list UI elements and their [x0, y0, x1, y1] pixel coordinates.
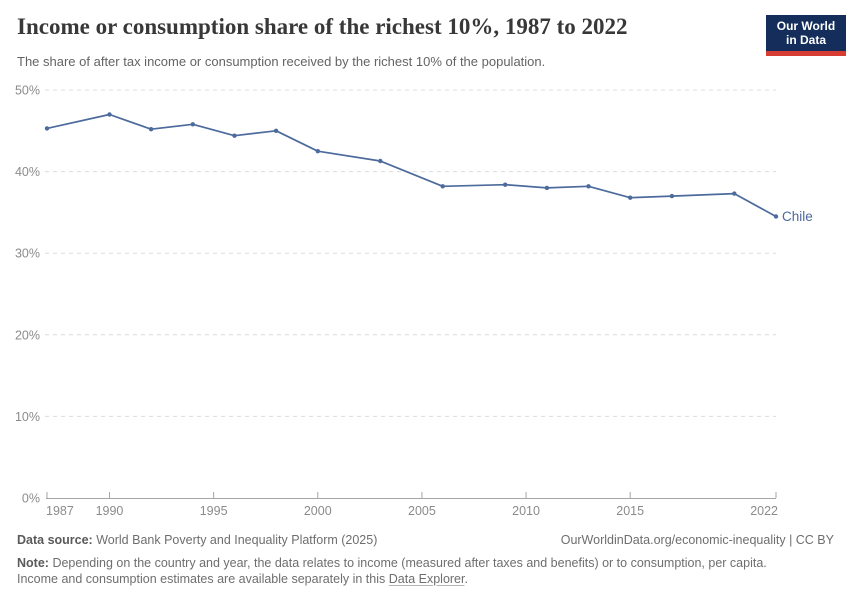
- data-source-line: Data source: World Bank Poverty and Ineq…: [17, 533, 377, 547]
- chart-footer: Data source: World Bank Poverty and Ineq…: [17, 533, 834, 587]
- x-tick-label: 1990: [96, 504, 124, 518]
- data-point[interactable]: [503, 182, 508, 187]
- note-sentence-2: Income and consumption estimates are ava…: [17, 572, 386, 586]
- series-label[interactable]: Chile: [782, 209, 813, 224]
- y-tick-label: 50%: [15, 84, 40, 98]
- data-point[interactable]: [440, 184, 445, 189]
- data-point[interactable]: [315, 149, 320, 154]
- x-tick-label: 2022: [750, 504, 778, 518]
- data-point[interactable]: [544, 185, 550, 191]
- owid-logo: Our World in Data: [766, 15, 846, 56]
- x-tick-label: 2005: [408, 504, 436, 518]
- owid-logo-line1: Our World: [776, 19, 836, 33]
- data-point[interactable]: [628, 195, 633, 200]
- data-point[interactable]: [669, 193, 675, 199]
- chart-note: Note: Depending on the country and year,…: [17, 555, 834, 587]
- data-point[interactable]: [148, 127, 154, 132]
- x-tick-label: 2000: [304, 504, 332, 518]
- series-line[interactable]: [46, 113, 777, 218]
- y-tick-label: 20%: [15, 328, 40, 342]
- data-source-value: World Bank Poverty and Inequality Platfo…: [96, 533, 378, 547]
- attribution-text: OurWorldinData.org/economic-inequality |…: [560, 533, 834, 547]
- data-point[interactable]: [732, 191, 737, 196]
- x-tick-label: 2015: [616, 504, 644, 518]
- note-period: .: [464, 572, 468, 586]
- owid-logo-redbar: [766, 50, 846, 56]
- data-point[interactable]: [44, 126, 50, 131]
- y-tick-label: 0%: [22, 492, 40, 506]
- page-title: Income or consumption share of the riche…: [17, 14, 628, 39]
- gridlines: [45, 89, 776, 417]
- y-tick-label: 40%: [15, 165, 40, 179]
- series-group: Chile: [44, 112, 813, 224]
- data-point[interactable]: [107, 112, 112, 117]
- data-point[interactable]: [773, 214, 779, 219]
- y-tick-label: 10%: [15, 410, 40, 424]
- y-axis-labels: 0% 10% 20% 30% 40% 50%: [15, 84, 40, 506]
- note-label: Note:: [17, 556, 49, 570]
- data-point[interactable]: [273, 128, 279, 133]
- data-explorer-link[interactable]: Data Explorer: [388, 572, 465, 586]
- owid-logo-text: Our World in Data: [766, 15, 846, 51]
- x-tick-label: 1987: [46, 504, 74, 518]
- data-point[interactable]: [378, 158, 383, 164]
- x-tick-label: 1995: [200, 504, 228, 518]
- data-source-label: Data source:: [17, 533, 93, 547]
- data-point[interactable]: [586, 184, 591, 189]
- chart-subtitle: The share of after tax income or consump…: [17, 54, 546, 69]
- x-axis: 1987 1990 1995 2000 2005 2010 2015 2022: [46, 492, 778, 518]
- y-tick-label: 30%: [15, 247, 40, 261]
- data-point[interactable]: [232, 133, 237, 138]
- note-sentence-1: Depending on the country and year, the d…: [52, 556, 767, 570]
- x-tick-label: 2010: [512, 504, 540, 518]
- owid-logo-line2: in Data: [785, 33, 826, 48]
- data-point[interactable]: [190, 122, 195, 127]
